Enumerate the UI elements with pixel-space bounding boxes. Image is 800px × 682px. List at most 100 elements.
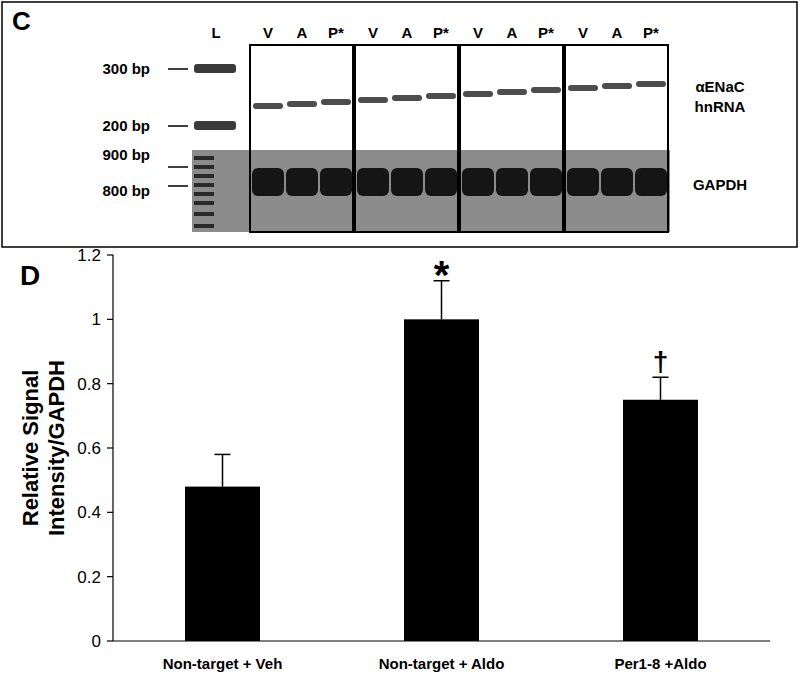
ladder-band xyxy=(194,183,214,187)
ladder-band xyxy=(194,121,236,130)
lane-label: A xyxy=(507,24,518,41)
panel-frame xyxy=(2,2,797,247)
figure: C L 300 bp 200 bp 900 bp 800 bp V A P* V A P* V A P* V A… xyxy=(0,0,800,682)
lane-label: L xyxy=(211,24,220,41)
error-bar xyxy=(215,454,231,486)
gapdh-band xyxy=(567,168,599,196)
ladder-band xyxy=(194,192,214,196)
ladder-band xyxy=(194,201,214,205)
ladder-size: 800 bp xyxy=(102,182,150,199)
y-tick-label: 0.2 xyxy=(77,568,101,587)
gapdh-band xyxy=(425,168,457,196)
bar xyxy=(185,487,260,641)
gapdh-band xyxy=(252,168,284,196)
y-tick-label: 1.2 xyxy=(77,246,101,265)
y-tick xyxy=(107,512,113,513)
bar xyxy=(623,400,698,641)
x-tick-label: Non-target + Veh xyxy=(163,655,283,672)
x-tick-label: Per1-8 +Aldo xyxy=(614,655,706,672)
hnrna-band xyxy=(392,95,422,101)
lane-label: A xyxy=(612,24,623,41)
ladder-band xyxy=(194,174,214,178)
lane-label: V xyxy=(368,24,378,41)
ladder-tick xyxy=(168,125,188,127)
lane-group xyxy=(355,45,458,232)
hnrna-band xyxy=(287,101,317,107)
error-stem xyxy=(660,377,662,400)
hnrna-band xyxy=(568,85,598,91)
gel-bottom xyxy=(192,150,670,232)
lane-label: P* xyxy=(643,24,659,41)
hnrna-band xyxy=(497,89,527,95)
lane-group xyxy=(565,45,668,232)
gapdh-band xyxy=(635,168,667,196)
hnrna-band xyxy=(321,99,351,105)
y-tick-label: 0 xyxy=(92,632,101,651)
marks xyxy=(185,281,698,641)
y-tick-label: 0.8 xyxy=(77,375,101,394)
lane-label: A xyxy=(402,24,413,41)
gapdh-band xyxy=(496,168,528,196)
lane-label: A xyxy=(297,24,308,41)
y-tick xyxy=(107,640,113,641)
lane-label: P* xyxy=(538,24,554,41)
lane-label: V xyxy=(473,24,483,41)
y-tick-label: 1 xyxy=(92,310,101,329)
bar-chart: D Relative SignalIntensity/GAPDH * † 0 0.2 0.4… xyxy=(18,246,770,672)
y-tick-label: 0.4 xyxy=(77,503,101,522)
error-cap xyxy=(215,454,231,456)
ladder-band xyxy=(194,212,214,216)
y-tick xyxy=(107,383,113,384)
lane-group xyxy=(460,45,563,232)
significance-mark: † xyxy=(653,346,669,377)
x-tick-label: Non-target + Aldo xyxy=(379,655,505,672)
row-label: αENaC xyxy=(695,78,744,95)
gapdh-band xyxy=(462,168,494,196)
bar xyxy=(404,319,479,641)
hnrna-band xyxy=(531,87,561,93)
y-tick xyxy=(107,576,113,577)
ladder-band xyxy=(194,165,214,169)
y-tick xyxy=(107,254,113,255)
row-label: GAPDH xyxy=(693,176,747,193)
gapdh-band xyxy=(357,168,389,196)
error-stem xyxy=(222,454,224,486)
gel-top xyxy=(192,45,670,145)
y-axis-label: Intensity/GAPDH xyxy=(44,360,69,536)
panel-label: C xyxy=(12,6,31,36)
ladder-tick xyxy=(168,68,188,70)
ladder-tick xyxy=(168,166,188,168)
hnrna-band xyxy=(636,81,666,87)
hnrna-band xyxy=(463,91,493,97)
y-tick xyxy=(107,447,113,448)
lane-label: V xyxy=(578,24,588,41)
gapdh-band xyxy=(530,168,562,196)
y-axis-label: Relative Signal xyxy=(18,370,43,527)
panel-label: D xyxy=(20,260,40,291)
gapdh-band xyxy=(320,168,352,196)
gapdh-band xyxy=(391,168,423,196)
hnrna-band xyxy=(426,93,456,99)
ladder-size: 900 bp xyxy=(102,146,150,163)
ladder-band xyxy=(194,224,214,228)
ladder-size: 200 bp xyxy=(102,117,150,134)
ladder-band xyxy=(194,156,214,160)
lane-label: V xyxy=(263,24,273,41)
hnrna-band xyxy=(602,83,632,89)
significance-mark: * xyxy=(434,253,450,297)
gapdh-band xyxy=(286,168,318,196)
hnrna-band xyxy=(358,97,388,103)
lane-label: P* xyxy=(433,24,449,41)
y-tick-label: 0.6 xyxy=(77,439,101,458)
hnrna-band xyxy=(253,103,283,109)
lane-label: P* xyxy=(328,24,344,41)
row-label: hnRNA xyxy=(695,98,746,115)
gel-panel: C L 300 bp 200 bp 900 bp 800 bp V A P* V A P* V A P* V A… xyxy=(2,2,797,247)
ladder-size: 300 bp xyxy=(102,60,150,77)
x-axis xyxy=(113,640,770,641)
lane-group xyxy=(250,45,353,232)
error-bar xyxy=(653,377,669,400)
y-tick xyxy=(107,319,113,320)
ladder-band xyxy=(194,64,236,73)
gapdh-band xyxy=(601,168,633,196)
